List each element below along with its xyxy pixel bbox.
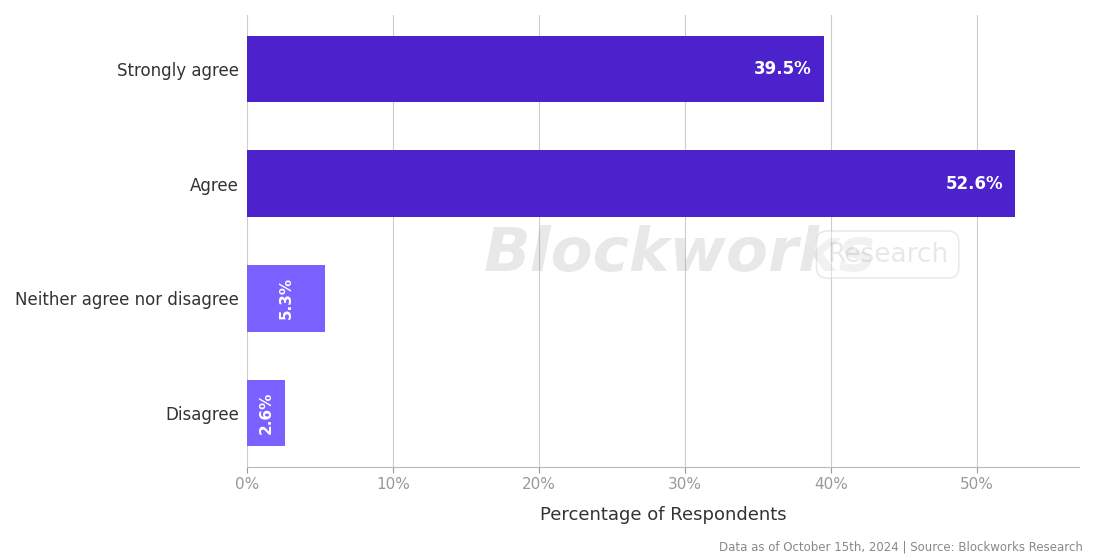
Bar (247, 265, 325, 332)
Text: Research: Research (827, 241, 948, 267)
Text: Data as of October 15th, 2024 | Source: Blockworks Research: Data as of October 15th, 2024 | Source: … (719, 540, 1083, 553)
Bar (247, 380, 286, 446)
Text: 5.3%: 5.3% (278, 277, 293, 320)
Bar (247, 36, 824, 102)
Text: 2.6%: 2.6% (258, 392, 274, 434)
X-axis label: Percentage of Respondents: Percentage of Respondents (539, 507, 787, 524)
Text: 52.6%: 52.6% (945, 175, 1003, 192)
Text: Blockworks: Blockworks (484, 225, 876, 284)
Text: 39.5%: 39.5% (754, 60, 812, 78)
Bar (247, 150, 1015, 217)
